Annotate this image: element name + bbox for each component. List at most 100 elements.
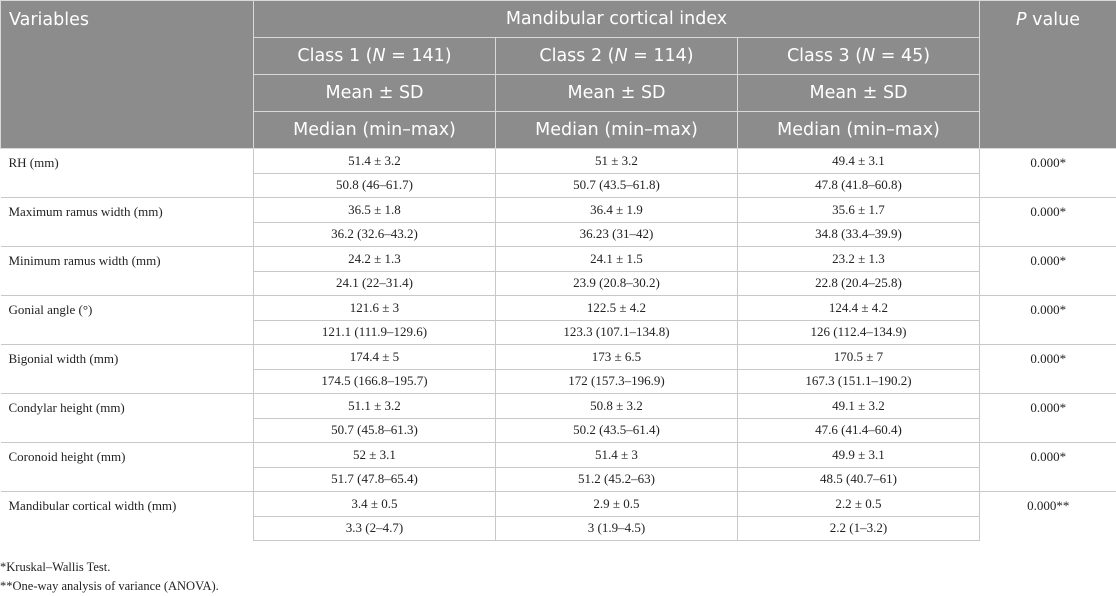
median-cell: 172 (157.3–196.9) xyxy=(495,368,738,394)
table-body: RH (mm) 51.4 ± 3.2 51 ± 3.2 49.4 ± 3.1 0… xyxy=(0,148,1116,541)
table-row: Maximum ramus width (mm) 36.5 ± 1.8 36.4… xyxy=(0,197,1116,247)
median-cell: 47.8 (41.8–60.8) xyxy=(737,172,980,198)
mean-sd-cell: 2.2 ± 0.5 xyxy=(737,491,980,516)
class-3-suffix: = 45) xyxy=(875,46,931,66)
p-value-cell: 0.000* xyxy=(979,197,1116,247)
median-cell: 36.2 (32.6–43.2) xyxy=(253,221,496,247)
table-row: Condylar height (mm) 51.1 ± 3.2 50.8 ± 3… xyxy=(0,393,1116,443)
median-cell: 50.2 (43.5–61.4) xyxy=(495,417,738,443)
table-row: RH (mm) 51.4 ± 3.2 51 ± 3.2 49.4 ± 3.1 0… xyxy=(0,148,1116,198)
median-cell: 51.7 (47.8–65.4) xyxy=(253,466,496,492)
class-2-prefix: Class 2 ( xyxy=(539,46,615,66)
class-3-prefix: Class 3 ( xyxy=(786,46,863,66)
table-row: Gonial angle (°) 121.6 ± 3 122.5 ± 4.2 1… xyxy=(0,295,1116,345)
variable-label: Maximum ramus width (mm) xyxy=(0,197,254,247)
mean-sd-cell: 51.4 ± 3.2 xyxy=(253,148,496,173)
class-1-suffix: = 141) xyxy=(385,46,452,66)
variable-label: Bigonial width (mm) xyxy=(0,344,254,394)
footnotes: *Kruskal–Wallis Test. **One-way analysis… xyxy=(0,558,219,596)
mean-sd-cell: 36.4 ± 1.9 xyxy=(495,197,738,222)
median-cell: 3 (1.9–4.5) xyxy=(495,515,738,541)
results-table: Variables Mandibular cortical index P va… xyxy=(0,0,1116,541)
table-row: 50.8 (46–61.7) 50.7 (43.5–61.8) 47.8 (41… xyxy=(1,172,1116,198)
class-3-header: Class 3 (N = 45) xyxy=(737,37,980,75)
table-header: Variables Mandibular cortical index P va… xyxy=(0,0,1116,149)
mean-sd-header: Mean ± SD xyxy=(737,74,980,112)
table-row: 121.1 (111.9–129.6) 123.3 (107.1–134.8) … xyxy=(1,319,1116,345)
mandibular-cortical-index-header: Mandibular cortical index xyxy=(253,0,980,38)
mean-sd-cell: 121.6 ± 3 xyxy=(253,295,496,320)
mean-sd-cell: 3.4 ± 0.5 xyxy=(253,491,496,516)
median-cell: 47.6 (41.4–60.4) xyxy=(737,417,980,443)
variable-label: Minimum ramus width (mm) xyxy=(0,246,254,296)
median-header: Median (min–max) xyxy=(253,111,496,149)
variable-label: RH (mm) xyxy=(0,148,254,198)
class-2-header: Class 2 (N = 114) xyxy=(495,37,738,75)
mean-sd-cell: 24.1 ± 1.5 xyxy=(495,246,738,271)
table-row: Bigonial width (mm) 174.4 ± 5 173 ± 6.5 … xyxy=(0,344,1116,394)
variable-label: Mandibular cortical width (mm) xyxy=(0,491,254,541)
p-value-header: P value xyxy=(979,0,1116,149)
footnote-anova: **One-way analysis of variance (ANOVA). xyxy=(0,579,219,593)
p-value-cell: 0.000* xyxy=(979,344,1116,394)
mean-sd-cell: 35.6 ± 1.7 xyxy=(737,197,980,222)
p-value-italic: P xyxy=(1016,10,1027,30)
p-value-cell: 0.000* xyxy=(979,442,1116,492)
mean-sd-cell: 36.5 ± 1.8 xyxy=(253,197,496,222)
table-row: Mandibular cortical width (mm) 3.4 ± 0.5… xyxy=(0,491,1116,541)
median-cell: 167.3 (151.1–190.2) xyxy=(737,368,980,394)
p-value-cell: 0.000* xyxy=(979,148,1116,198)
median-header: Median (min–max) xyxy=(495,111,738,149)
median-cell: 48.5 (40.7–61) xyxy=(737,466,980,492)
mean-sd-cell: 51.1 ± 3.2 xyxy=(253,393,496,418)
median-cell: 126 (112.4–134.9) xyxy=(737,319,980,345)
median-cell: 50.8 (46–61.7) xyxy=(253,172,496,198)
table-row: Minimum ramus width (mm) 24.2 ± 1.3 24.1… xyxy=(0,246,1116,296)
median-cell: 121.1 (111.9–129.6) xyxy=(253,319,496,345)
mean-sd-header: Mean ± SD xyxy=(253,74,496,112)
p-value-cell: 0.000* xyxy=(979,295,1116,345)
mean-sd-cell: 173 ± 6.5 xyxy=(495,344,738,369)
class-1-header: Class 1 (N = 141) xyxy=(253,37,496,75)
table-row: 174.5 (166.8–195.7) 172 (157.3–196.9) 16… xyxy=(1,368,1116,394)
mean-sd-cell: 124.4 ± 4.2 xyxy=(737,295,980,320)
median-header: Median (min–max) xyxy=(737,111,980,149)
mean-sd-cell: 174.4 ± 5 xyxy=(253,344,496,369)
class-1-prefix: Class 1 ( xyxy=(297,46,373,66)
mean-sd-cell: 49.9 ± 3.1 xyxy=(737,442,980,467)
mean-sd-cell: 24.2 ± 1.3 xyxy=(253,246,496,271)
median-cell: 2.2 (1–3.2) xyxy=(737,515,980,541)
table-row: 3.3 (2–4.7) 3 (1.9–4.5) 2.2 (1–3.2) xyxy=(1,515,1116,541)
mean-sd-cell: 52 ± 3.1 xyxy=(253,442,496,467)
mean-sd-header: Mean ± SD xyxy=(495,74,738,112)
class-2-n-label: N xyxy=(614,46,628,66)
median-cell: 51.2 (45.2–63) xyxy=(495,466,738,492)
median-cell: 36.23 (31–42) xyxy=(495,221,738,247)
median-cell: 50.7 (45.8–61.3) xyxy=(253,417,496,443)
table-row: 51.7 (47.8–65.4) 51.2 (45.2–63) 48.5 (40… xyxy=(1,466,1116,492)
p-value-cell: 0.000** xyxy=(979,491,1116,541)
mean-sd-cell: 51 ± 3.2 xyxy=(495,148,738,173)
mean-sd-cell: 49.4 ± 3.1 xyxy=(737,148,980,173)
variables-header: Variables xyxy=(0,0,254,149)
median-cell: 174.5 (166.8–195.7) xyxy=(253,368,496,394)
median-cell: 123.3 (107.1–134.8) xyxy=(495,319,738,345)
mean-sd-cell: 50.8 ± 3.2 xyxy=(495,393,738,418)
mean-sd-cell: 2.9 ± 0.5 xyxy=(495,491,738,516)
variable-label: Gonial angle (°) xyxy=(0,295,254,345)
p-value-cell: 0.000* xyxy=(979,246,1116,296)
median-cell: 23.9 (20.8–30.2) xyxy=(495,270,738,296)
footnote-kruskal-wallis: *Kruskal–Wallis Test. xyxy=(0,560,111,574)
median-cell: 24.1 (22–31.4) xyxy=(253,270,496,296)
mean-sd-cell: 49.1 ± 3.2 xyxy=(737,393,980,418)
p-value-rest: value xyxy=(1026,10,1080,30)
class-3-n-label: N xyxy=(862,46,876,66)
variable-label: Condylar height (mm) xyxy=(0,393,254,443)
table-row: 36.2 (32.6–43.2) 36.23 (31–42) 34.8 (33.… xyxy=(1,221,1116,247)
table-row: Coronoid height (mm) 52 ± 3.1 51.4 ± 3 4… xyxy=(0,442,1116,492)
mean-sd-cell: 122.5 ± 4.2 xyxy=(495,295,738,320)
mean-sd-cell: 170.5 ± 7 xyxy=(737,344,980,369)
median-cell: 50.7 (43.5–61.8) xyxy=(495,172,738,198)
p-value-cell: 0.000* xyxy=(979,393,1116,443)
median-cell: 22.8 (20.4–25.8) xyxy=(737,270,980,296)
